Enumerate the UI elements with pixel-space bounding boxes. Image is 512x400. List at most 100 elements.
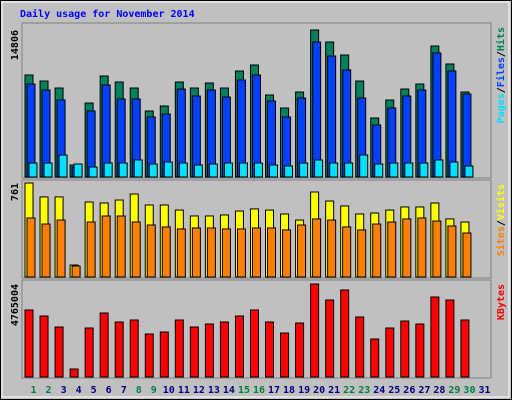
x-tick-label: 29 (448, 385, 460, 396)
bar (299, 162, 309, 178)
bar (133, 159, 143, 178)
legend-separator: / (496, 87, 507, 93)
x-tick-label: 8 (136, 385, 142, 396)
bar (54, 326, 64, 378)
bar (297, 224, 307, 278)
bar (359, 154, 369, 178)
bar (282, 229, 292, 278)
x-tick-label: 7 (121, 385, 127, 396)
bar (219, 321, 229, 378)
bar (28, 162, 38, 178)
bar (163, 161, 173, 178)
x-tick-label: 22 (343, 385, 355, 396)
bar (402, 218, 412, 278)
x-tick-label: 24 (373, 385, 385, 396)
legend-entry: Hits (495, 27, 507, 51)
bar (404, 162, 414, 178)
bar (193, 164, 203, 178)
bar (310, 283, 320, 378)
legend: KBytes (496, 284, 507, 320)
x-tick-label: 31 (478, 385, 490, 396)
bar (432, 220, 442, 278)
chart-title: Daily usage for November 2014 (20, 8, 195, 20)
bar (129, 319, 139, 378)
bar (71, 265, 81, 278)
x-tick-label: 11 (178, 385, 190, 396)
bar (236, 79, 246, 178)
x-tick-label: 4 (76, 385, 82, 396)
legend-entry: Sites (495, 226, 507, 256)
bar (355, 316, 365, 378)
bar (103, 162, 113, 178)
bar (191, 227, 201, 278)
bar (176, 228, 186, 278)
bar (357, 229, 367, 278)
bar (342, 226, 352, 278)
bar (325, 299, 335, 378)
legend-separator: / (496, 51, 507, 57)
bar (434, 159, 444, 178)
bar (445, 299, 455, 378)
legend-separator: / (496, 220, 507, 226)
bar (269, 164, 279, 178)
bar (101, 215, 111, 278)
bar (462, 93, 472, 178)
bar (238, 162, 248, 178)
bar (370, 338, 380, 378)
bar (419, 162, 429, 178)
legend-entry: Pages (496, 93, 507, 123)
bar (86, 221, 96, 278)
bar (430, 296, 440, 378)
x-tick-label: 16 (253, 385, 265, 396)
bar (43, 162, 53, 178)
bar (385, 327, 395, 378)
x-tick-label: 21 (328, 385, 340, 396)
bar (249, 309, 259, 378)
bar (417, 217, 427, 278)
bar (329, 162, 339, 178)
bar (236, 228, 246, 278)
bar (223, 162, 233, 178)
x-tick-label: 1 (31, 385, 37, 396)
x-tick-label: 26 (403, 385, 415, 396)
x-tick-label: 14 (223, 385, 235, 396)
x-tick-label: 17 (268, 385, 280, 396)
bar (148, 163, 158, 178)
bar (116, 215, 126, 278)
bar (73, 163, 83, 178)
x-tick-label: 30 (463, 385, 475, 396)
bar (206, 227, 216, 278)
bar (26, 217, 36, 278)
bar (146, 224, 156, 278)
x-tick-label: 5 (91, 385, 97, 396)
x-tick-label: 28 (433, 385, 445, 396)
bar (234, 315, 244, 378)
x-tick-label: 10 (163, 385, 175, 396)
bar (204, 323, 214, 378)
bar (415, 323, 425, 378)
bar (221, 228, 231, 278)
bar (449, 161, 459, 178)
bar (372, 223, 382, 278)
bar (56, 219, 66, 278)
bar (327, 55, 337, 178)
bar (295, 322, 305, 378)
bar (39, 315, 49, 378)
bar (189, 326, 199, 378)
bar (178, 162, 188, 178)
bar (460, 319, 470, 378)
legend-entry: Files (495, 57, 507, 87)
bar (131, 221, 141, 278)
bar (314, 159, 324, 178)
bar (174, 319, 184, 378)
bar (342, 69, 352, 178)
x-tick-label: 12 (193, 385, 205, 396)
y-tick-label: 14806 (10, 30, 21, 60)
bar (389, 162, 399, 178)
bar (69, 368, 79, 378)
x-tick-label: 2 (46, 385, 52, 396)
legend: Pages/Files/Hits (495, 27, 507, 123)
x-tick-label: 9 (151, 385, 157, 396)
x-tick-label: 27 (418, 385, 430, 396)
